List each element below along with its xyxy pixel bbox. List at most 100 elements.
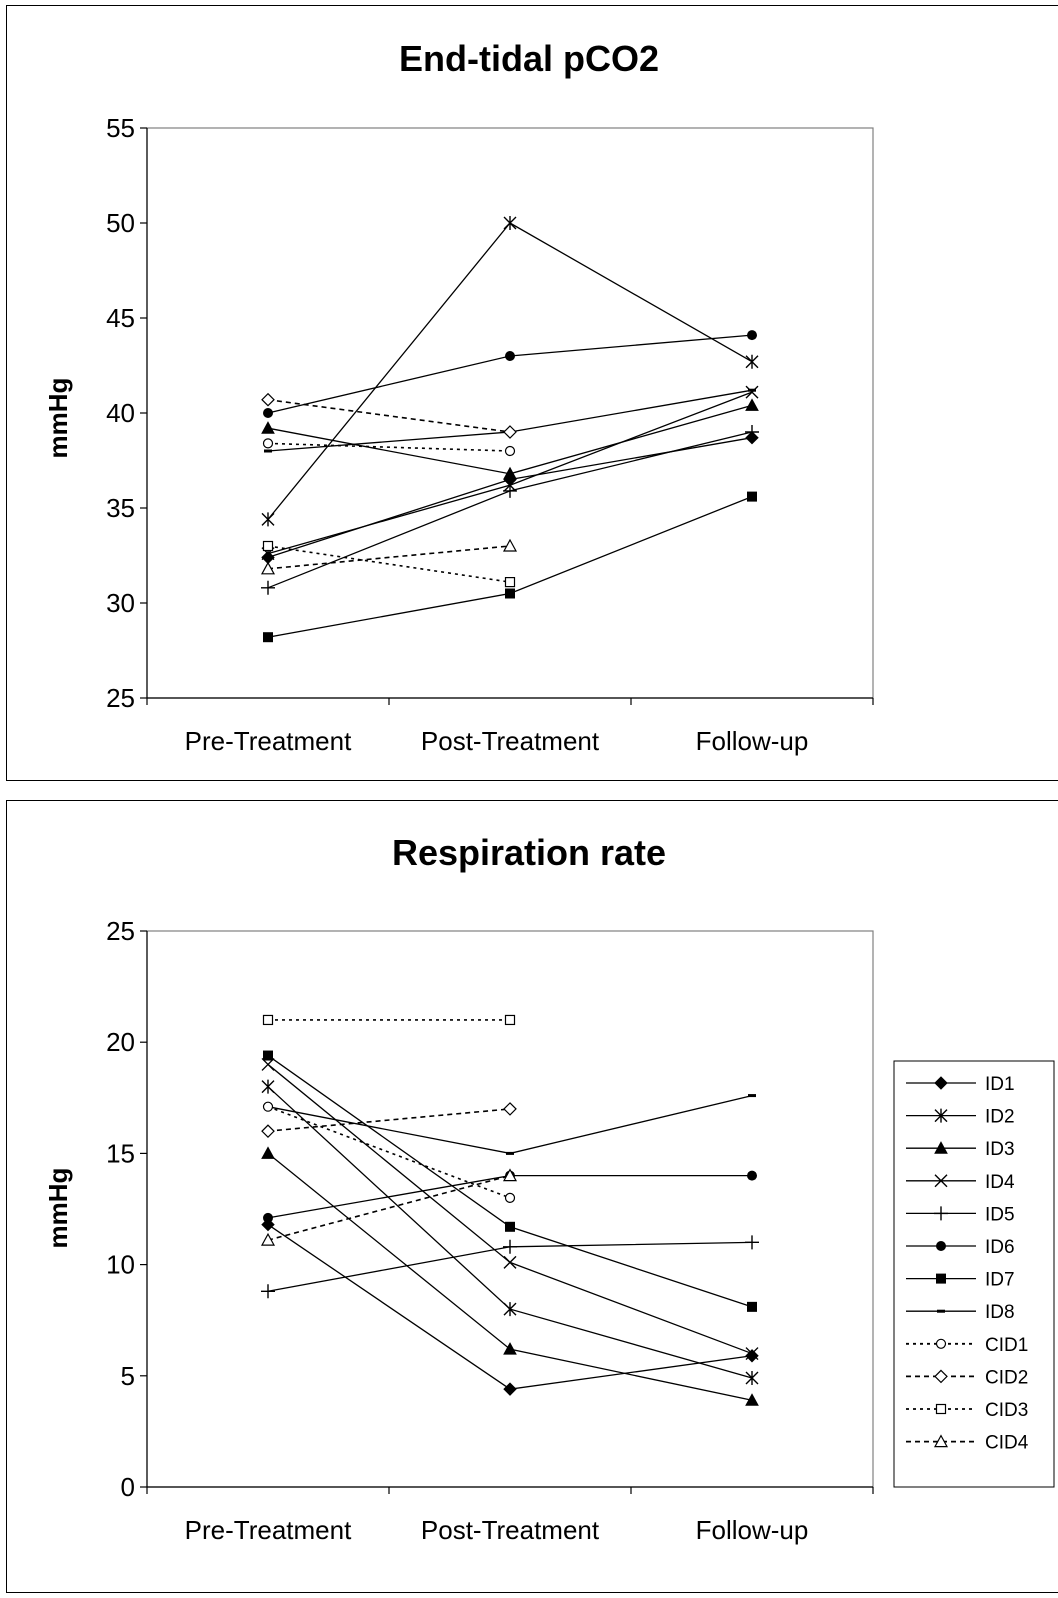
data-point-cid3: [262, 540, 274, 552]
y-tick-label: 55: [106, 113, 135, 143]
series-line-id7: [267, 495, 753, 638]
data-point-id5: [503, 483, 517, 498]
y-tick-label: 45: [106, 303, 135, 333]
data-point-id3: [261, 421, 275, 434]
legend-item-id2: ID2: [906, 1107, 1015, 1128]
data-point-id6: [747, 1170, 757, 1181]
respiration-rate-chart: Respiration rate mmHg 0 5 10 15 20 25 Pre-Trea…: [43, 832, 1055, 1545]
series-line-id3: [267, 404, 753, 475]
legend-item-id5: ID5: [906, 1204, 1015, 1225]
y-tick-label: 5: [121, 1361, 135, 1391]
legend-marker-id1: [934, 1076, 948, 1090]
legend-marker-id3: [934, 1141, 948, 1154]
legend-label: CID4: [985, 1433, 1029, 1454]
series-id3: [261, 1146, 759, 1406]
data-point-id1: [503, 1382, 517, 1396]
data-point-cid3: [504, 576, 516, 588]
legend-label: ID1: [985, 1074, 1015, 1095]
data-point-id3: [261, 1146, 275, 1159]
data-point-id4: [745, 385, 759, 399]
data-point-id7: [505, 1221, 515, 1232]
data-point-cid3: [504, 1014, 516, 1026]
legend-marker-id2: [934, 1108, 948, 1123]
x-tick-label: Post-Treatment: [421, 1515, 600, 1545]
legend: ID1 ID2 ID3 ID4 ID5 ID6 ID7 ID8 CID1 CID2 CID3 CID4: [893, 1060, 1055, 1488]
series-id5: [261, 1235, 759, 1299]
data-point-cid2: [503, 425, 517, 439]
legend-item-id3: ID3: [906, 1139, 1015, 1160]
data-point-id7: [747, 491, 757, 502]
chart-panel-end-tidal-pco2: End-tidal pCO2 mmHg 25 30 35 40 45 50 55 Pre-Tr…: [6, 5, 1058, 781]
series-id8: [264, 388, 756, 453]
legend-marker-cid1: [935, 1338, 947, 1349]
data-point-cid1: [504, 445, 516, 457]
data-point-id2: [503, 216, 517, 230]
series-line-cid1: [267, 442, 511, 452]
y-tick-label: 10: [106, 1250, 135, 1280]
series-id2: [261, 216, 759, 527]
x-tick-label: Post-Treatment: [421, 726, 600, 756]
data-point-id4: [745, 1347, 759, 1361]
legend-marker-id6: [936, 1241, 946, 1251]
chart-title: Respiration rate: [392, 832, 666, 873]
y-tick-label: 25: [106, 916, 135, 946]
y-tick-label: 30: [106, 588, 135, 618]
series-line-id2: [267, 1086, 753, 1379]
legend-marker-id5: [934, 1206, 948, 1221]
x-tick-label: Pre-Treatment: [185, 1515, 352, 1545]
y-axis-label: mmHg: [43, 1168, 73, 1249]
series-cid2: [261, 1102, 517, 1139]
legend-label: ID5: [985, 1204, 1015, 1225]
data-point-id2: [261, 512, 275, 527]
legend-marker-cid3: [935, 1403, 947, 1415]
series-id7: [263, 1050, 757, 1312]
legend-label: ID6: [985, 1237, 1015, 1258]
data-point-cid2: [261, 1124, 275, 1139]
series-line-cid4: [267, 545, 511, 570]
data-point-id6: [747, 330, 757, 341]
y-tick-label: 50: [106, 208, 135, 238]
y-tick-label: 25: [106, 683, 135, 713]
legend-label: CID2: [985, 1367, 1028, 1388]
data-point-id2: [503, 1302, 517, 1317]
data-point-id7: [505, 588, 515, 599]
data-point-cid1: [262, 438, 274, 449]
data-point-id8: [264, 449, 272, 453]
data-point-cid4: [260, 561, 276, 575]
data-point-id3: [503, 1342, 517, 1355]
series-id3: [261, 398, 759, 480]
legend-label: ID8: [985, 1302, 1015, 1323]
legend-label: ID3: [985, 1139, 1015, 1160]
x-tick-label: Pre-Treatment: [185, 726, 352, 756]
data-point-id3: [745, 1393, 759, 1406]
chart-title: End-tidal pCO2: [399, 38, 659, 79]
data-point-cid3: [262, 1014, 274, 1026]
data-point-id6: [263, 1212, 273, 1223]
data-point-id8: [748, 1094, 756, 1098]
legend-item-id8: ID8: [906, 1302, 1015, 1323]
legend-marker-cid4: [933, 1434, 949, 1448]
data-point-id2: [261, 1079, 275, 1094]
plot-area-border: [146, 930, 874, 1488]
data-point-cid2: [261, 392, 275, 407]
series-line-cid2: [267, 398, 511, 433]
series-line-cid2: [267, 1108, 511, 1132]
series-cid3: [262, 540, 516, 588]
legend-item-id1: ID1: [906, 1074, 1015, 1095]
legend-label: ID2: [985, 1107, 1015, 1128]
data-point-cid2: [503, 1102, 517, 1116]
x-tick-label: Follow-up: [696, 726, 809, 756]
y-tick-label: 0: [121, 1472, 135, 1502]
data-point-id5: [261, 1284, 275, 1299]
end-tidal-pco2-chart: End-tidal pCO2 mmHg 25 30 35 40 45 50 55 Pre-Tr…: [43, 38, 874, 756]
legend-item-cid4: CID4: [906, 1433, 1029, 1454]
series-line-cid4: [267, 1174, 511, 1241]
data-point-id7: [747, 1301, 757, 1312]
legend-item-id6: ID6: [906, 1237, 1015, 1258]
series-cid2: [261, 392, 517, 439]
data-point-id8: [748, 388, 756, 392]
series-cid1: [262, 438, 516, 457]
series-id5: [261, 425, 759, 595]
plot-area-border: [146, 127, 874, 699]
series-id7: [263, 491, 757, 643]
